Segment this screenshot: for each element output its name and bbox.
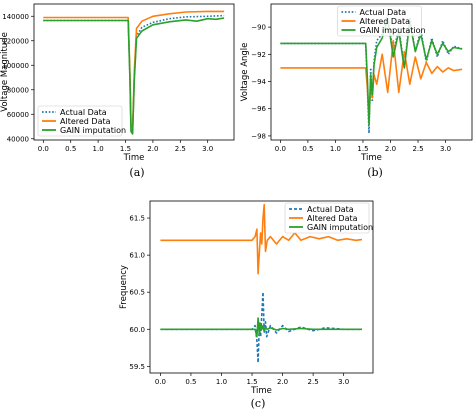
panel-b-plot-frame (270, 3, 473, 141)
panel-a-y-tick-label: 120000 (2, 37, 29, 45)
panel-c-legend-label: Altered Data (307, 214, 358, 223)
panel-a-y-tick-label: 80000 (7, 86, 29, 94)
panel-c-y-tick-label: 61.0 (129, 252, 145, 260)
panel-b-y-tick-label: −92 (251, 51, 266, 59)
panel-a-legend-label: GAIN imputation (60, 126, 126, 135)
panel-b-x-tick-label: 0.5 (302, 145, 313, 153)
panel-a-x-tick-label: 0.5 (65, 145, 76, 153)
panel-c-y-tick-label: 60.5 (129, 289, 145, 297)
panel-b-x-tick-label: 1.5 (357, 145, 368, 153)
panel-a-x-tick-label: 1.5 (120, 145, 131, 153)
panel-b-legend-label: Actual Data (360, 8, 407, 17)
panel-b-x-tick-label: 0.0 (275, 145, 286, 153)
panel-c-x-tick-label: 0.0 (155, 378, 166, 386)
panel-b-chart: Voltage Angle Time 0.0 0.5 1.0 1.5 2.0 2.5 3.0… (240, 3, 473, 163)
panel-c-x-axis-label: Time (250, 386, 272, 396)
panel-c-legend-box (284, 202, 370, 234)
panel-c-plot-frame (149, 200, 374, 374)
panel-b-caption: (b) (367, 166, 383, 179)
panel-a-legend-label: Altered Data (60, 117, 111, 126)
panel-a-y-tick-label: 140000 (2, 13, 29, 21)
panel-c-chart: Frequency Time 0.0 0.5 1.0 1.5 2.0 2.5 3.0 59.5… (119, 200, 374, 396)
panel-b-y-tick-label: −96 (251, 105, 266, 113)
panel-a-x-tick-label: 2.0 (147, 145, 158, 153)
panel-a-series-gain-line (43, 17, 225, 135)
panel-a-plot-frame (33, 3, 235, 141)
panel-b-y-axis-label: Voltage Angle (240, 43, 250, 102)
panel-c-x-tick-label: 0.5 (185, 378, 196, 386)
panel-c-y-tick-label: 61.5 (129, 215, 145, 223)
panel-a-x-tick-label: 1.0 (93, 145, 104, 153)
panel-c-x-tick-label: 1.5 (246, 378, 257, 386)
panel-b-x-tick-label: 2.5 (412, 145, 423, 153)
panel-b-y-tick-label: −98 (251, 132, 266, 140)
panel-a-legend-label: Actual Data (60, 108, 107, 117)
panel-c-x-tick-label: 2.0 (277, 378, 288, 386)
panel-a-caption: (a) (129, 166, 144, 179)
panel-c-x-tick-label: 2.5 (308, 378, 319, 386)
panel-c-series-altered-line (160, 203, 363, 275)
panel-a-x-tick-label: 0.0 (38, 145, 49, 153)
panel-c-y-tick-label: 60.0 (129, 326, 145, 334)
panel-a-chart: Voltage Magnitude Time 0.0 0.5 1.0 1.5 2.0 2.… (0, 3, 235, 163)
panel-a-y-axis-label: Voltage Magnitude (0, 32, 10, 112)
panel-a-y-tick-label: 40000 (7, 135, 29, 143)
panel-b-legend-label: GAIN imputation (360, 26, 426, 35)
panel-c-caption: (c) (251, 397, 266, 410)
panel-b-legend-box (337, 5, 422, 37)
panel-a-x-tick-label: 2.5 (175, 145, 186, 153)
panel-a-x-axis-label: Time (123, 153, 145, 163)
panel-c-x-tick-label: 1.0 (216, 378, 227, 386)
panel-b-y-tick-label: −90 (251, 24, 266, 32)
panel-b-x-tick-label: 2.0 (385, 145, 396, 153)
panel-c-y-tick-label: 59.5 (129, 363, 145, 371)
panel-c-legend-label: GAIN imputation (307, 223, 373, 232)
panel-b-legend-label: Altered Data (360, 17, 411, 26)
panel-b-y-tick-label: −94 (251, 78, 266, 86)
panel-a-x-tick-label: 3.0 (202, 145, 213, 153)
panel-a-legend-box (37, 105, 123, 137)
panel-a-y-tick-label: 60000 (7, 111, 29, 119)
panel-c-legend-label: Actual Data (307, 205, 354, 214)
panel-c-x-tick-label: 3.0 (338, 378, 349, 386)
panel-b-x-tick-label: 1.0 (330, 145, 341, 153)
panel-c-series-gain-line (160, 317, 362, 338)
panel-c-y-axis-label: Frequency (119, 265, 129, 309)
panel-b-x-axis-label: Time (360, 153, 382, 163)
panel-b-x-tick-label: 3.0 (440, 145, 451, 153)
panel-a-y-tick-label: 100000 (2, 62, 29, 70)
